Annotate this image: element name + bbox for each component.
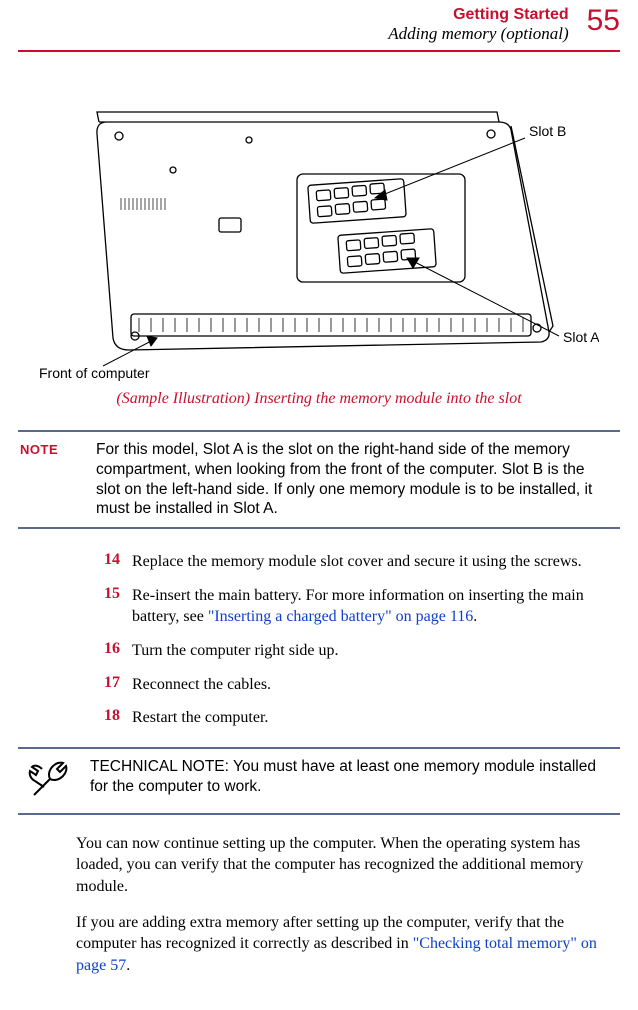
step-row: 17 Reconnect the cables.: [98, 674, 620, 696]
step-row: 18 Restart the computer.: [98, 707, 620, 729]
tech-rule-bottom: [18, 813, 620, 815]
section-title: Adding memory (optional): [388, 24, 568, 44]
body-paragraph: If you are adding extra memory after set…: [76, 912, 620, 977]
step-number: 17: [98, 674, 120, 696]
step-text: Restart the computer.: [132, 707, 620, 729]
step-text: Replace the memory module slot cover and…: [132, 551, 620, 573]
technical-note-text: TECHNICAL NOTE: You must have at least o…: [90, 757, 614, 797]
page-header: Getting Started Adding memory (optional)…: [18, 0, 620, 44]
cross-reference-link[interactable]: "Inserting a charged battery" on page 11…: [208, 608, 473, 625]
front-of-computer-label: Front of computer: [39, 365, 150, 381]
note-text: For this model, Slot A is the slot on th…: [96, 440, 612, 519]
slot-a-label: Slot A: [563, 329, 599, 345]
memory-slot-diagram: Slot B Slot A Front of computer: [39, 82, 599, 382]
slot-b-label: Slot B: [529, 123, 566, 139]
step-row: 14 Replace the memory module slot cover …: [98, 551, 620, 573]
step-row: 16 Turn the computer right side up.: [98, 640, 620, 662]
step-number: 14: [98, 551, 120, 573]
illustration-caption: (Sample Illustration) Inserting the memo…: [18, 390, 620, 408]
technical-note-block: TECHNICAL NOTE: You must have at least o…: [18, 747, 620, 815]
wrench-icon: [24, 757, 72, 805]
body-paragraph: You can now continue setting up the comp…: [76, 833, 620, 898]
step-number: 18: [98, 707, 120, 729]
step-text: Reconnect the cables.: [132, 674, 620, 696]
illustration-block: Slot B Slot A Front of computer (Sample …: [18, 82, 620, 408]
step-row: 15 Re-insert the main battery. For more …: [98, 585, 620, 628]
step-text: Re-insert the main battery. For more inf…: [132, 585, 620, 628]
header-rule: [18, 50, 620, 52]
chapter-title: Getting Started: [388, 6, 568, 24]
note-block: NOTE For this model, Slot A is the slot …: [18, 430, 620, 529]
body-text-post: .: [126, 957, 130, 974]
note-badge: NOTE: [20, 440, 78, 519]
page-number: 55: [587, 6, 620, 36]
step-text: Turn the computer right side up.: [132, 640, 620, 662]
step-number: 15: [98, 585, 120, 628]
step-number: 16: [98, 640, 120, 662]
steps-list: 14 Replace the memory module slot cover …: [98, 551, 620, 729]
step-text-post: .: [473, 608, 477, 625]
note-rule-bottom: [18, 527, 620, 529]
